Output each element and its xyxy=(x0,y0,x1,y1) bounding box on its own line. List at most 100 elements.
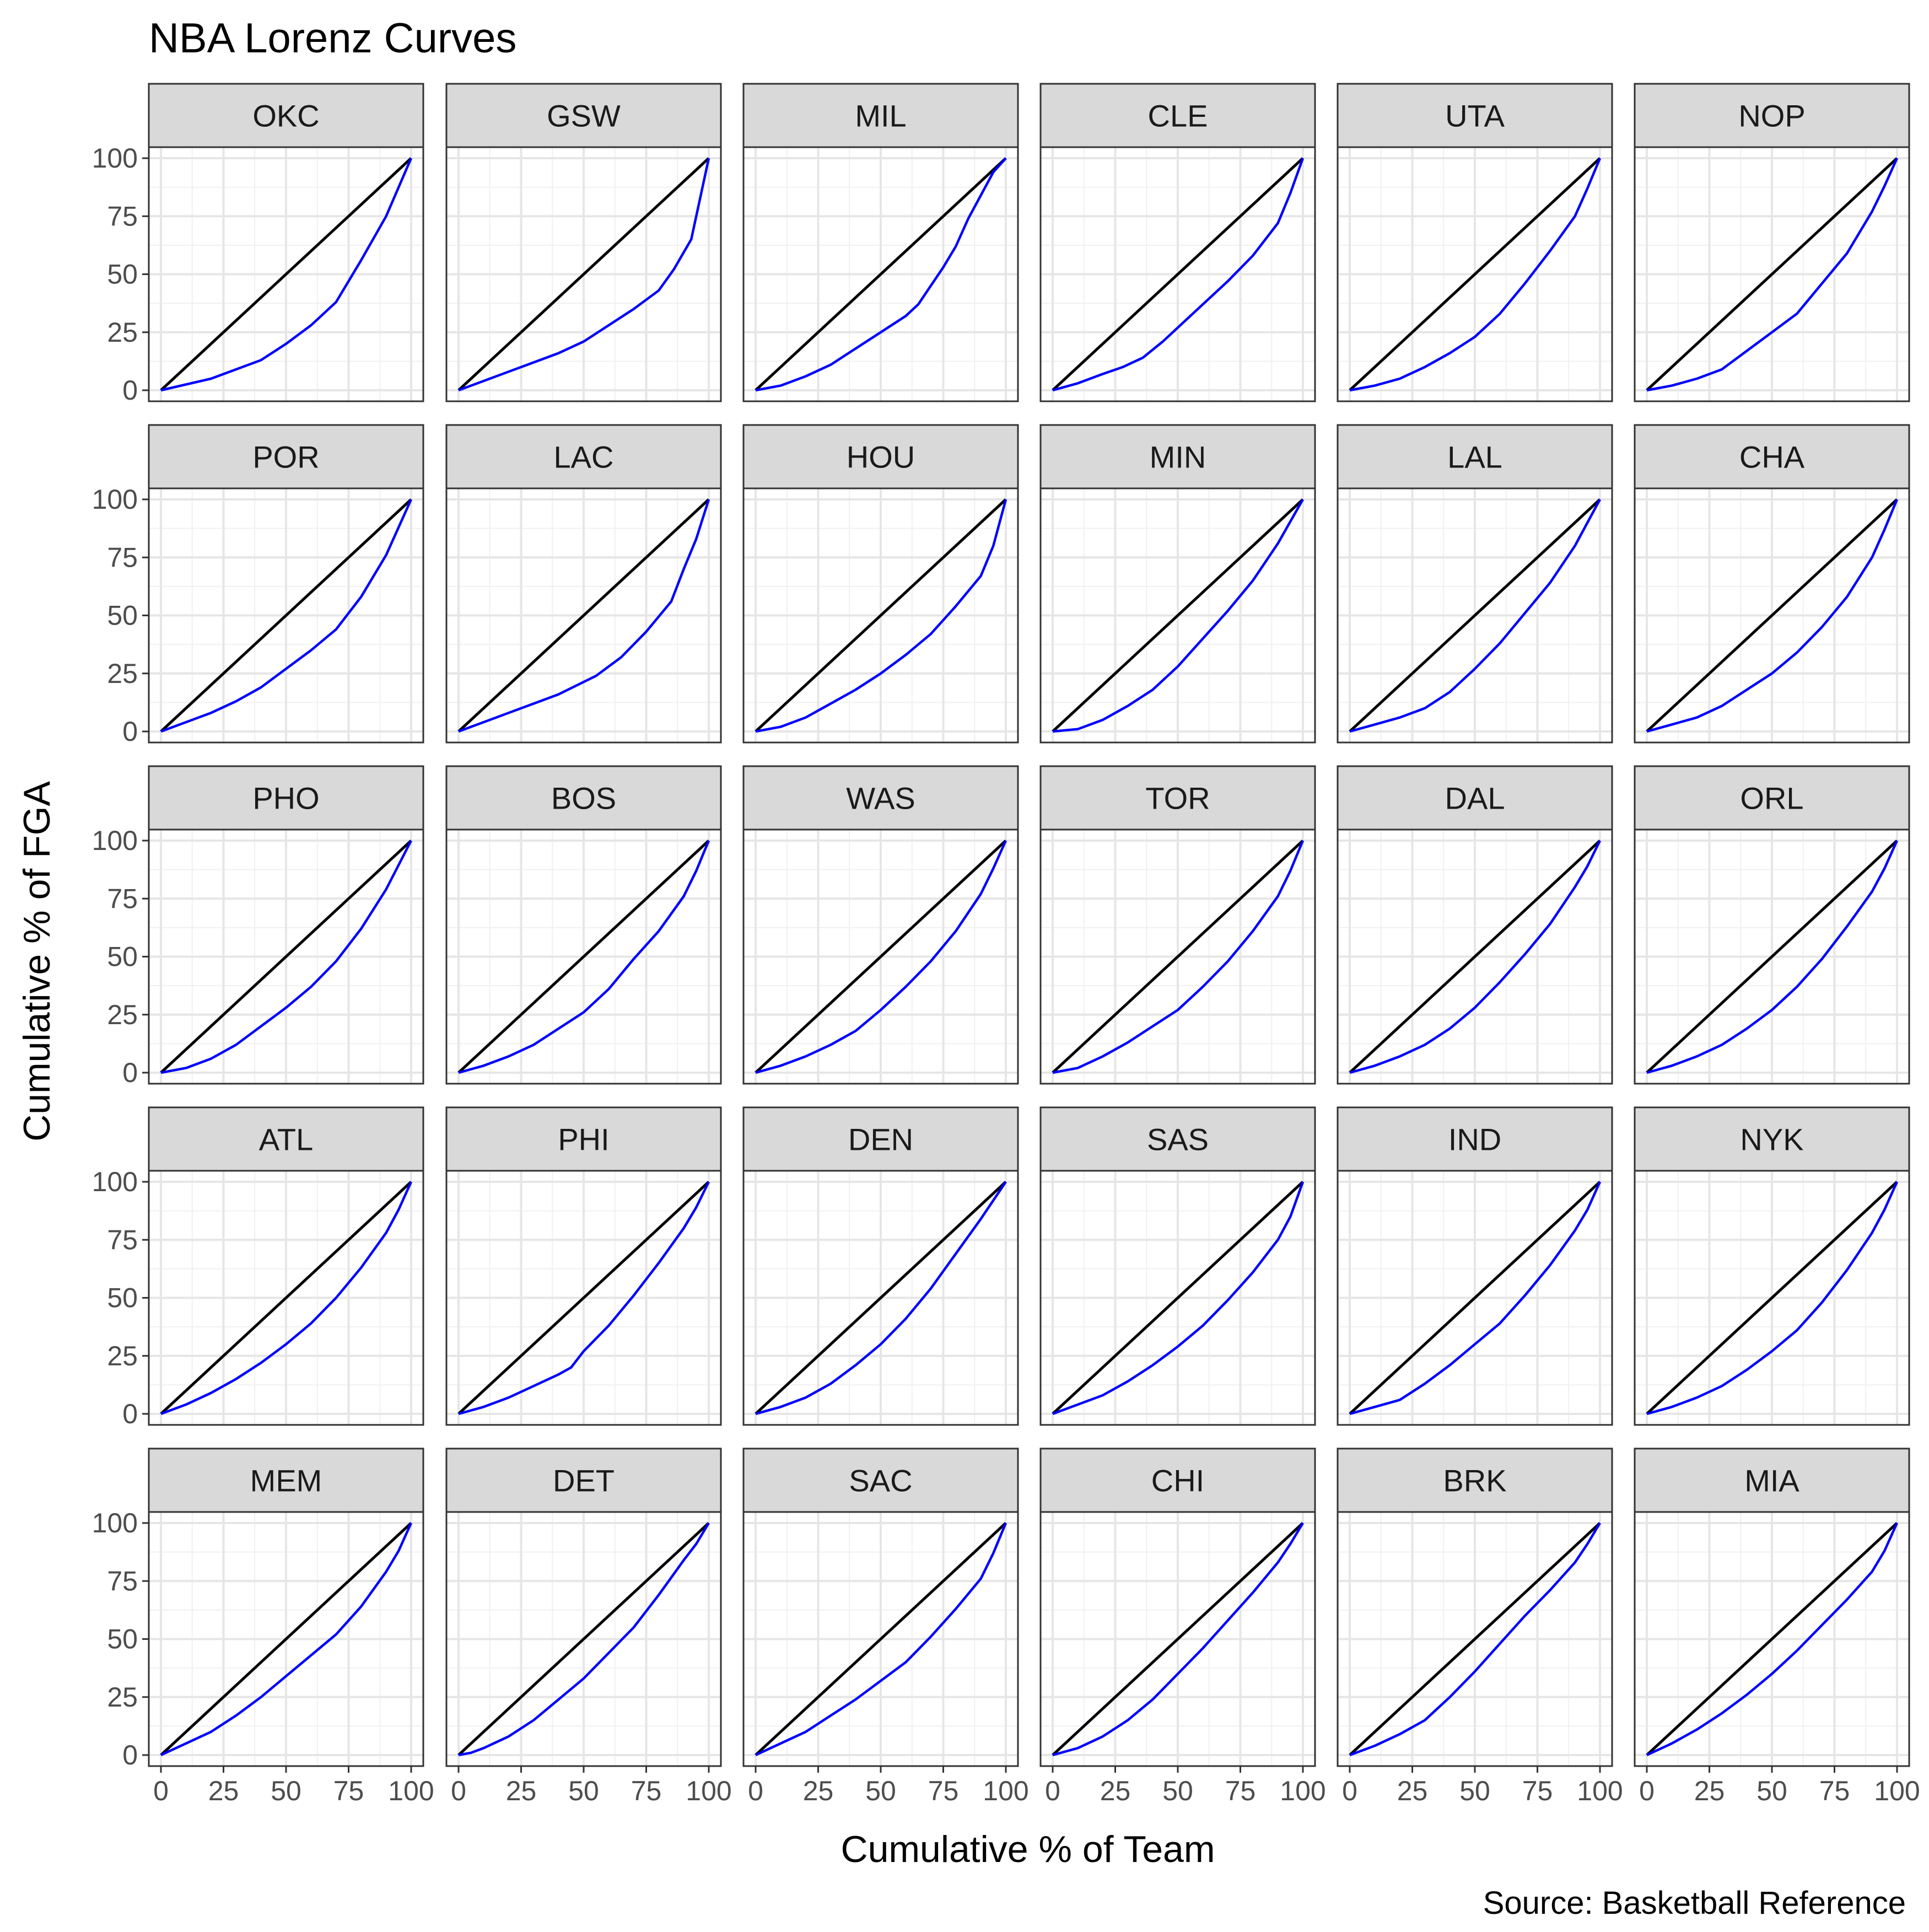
lorenz-curve-nyk xyxy=(1646,1181,1899,1416)
panel-border-sas xyxy=(1039,1170,1316,1426)
source-caption: Source: Basketball Reference xyxy=(1483,1885,1906,1921)
x-tick-label: 25 xyxy=(1397,1775,1428,1806)
lorenz-curve-bos xyxy=(458,840,710,1074)
panel-border-gsw xyxy=(445,146,722,402)
x-tick-label: 0 xyxy=(1045,1775,1060,1806)
lorenz-curve-lal xyxy=(1349,498,1601,733)
x-tick-label: 25 xyxy=(1100,1775,1131,1806)
equality-line-mem xyxy=(160,1522,412,1756)
panel-border-cha xyxy=(1634,487,1910,744)
lorenz-curve-por xyxy=(160,499,413,733)
x-tick-label: 25 xyxy=(803,1775,834,1806)
equality-line-phi xyxy=(457,1181,710,1415)
panel-gsw: GSW xyxy=(445,83,722,402)
panel-border-phi xyxy=(445,1170,722,1426)
y-tick-label: 0 xyxy=(122,716,138,747)
lorenz-curve-cha xyxy=(1646,499,1899,733)
panel-nyk: NYK xyxy=(1634,1106,1910,1426)
equality-line-mia xyxy=(1646,1522,1898,1756)
panel-atl: ATL 0 25 50 75 100 xyxy=(92,1106,424,1429)
strip-label-atl: ATL xyxy=(259,1122,314,1157)
equality-line-dal xyxy=(1349,839,1601,1074)
y-tick-label: 100 xyxy=(92,143,138,174)
y-tick-label: 100 xyxy=(92,1166,138,1197)
y-tick-label: 75 xyxy=(107,542,138,573)
y-tick-label: 25 xyxy=(107,658,138,689)
strip-por xyxy=(148,424,424,489)
strip-label-por: POR xyxy=(252,440,319,475)
y-tick-label: 25 xyxy=(107,999,138,1030)
equality-line-min xyxy=(1052,498,1304,733)
panel-border-den xyxy=(742,1170,1019,1426)
strip-label-lac: LAC xyxy=(554,440,614,475)
equality-line-pho xyxy=(160,839,412,1074)
equality-line-sac xyxy=(755,1522,1007,1756)
equality-line-atl xyxy=(160,1181,412,1415)
panel-uta: UTA xyxy=(1337,83,1613,402)
panel-border-min xyxy=(1039,487,1316,744)
panel-was: WAS xyxy=(742,765,1019,1085)
panel-border-orl xyxy=(1634,828,1910,1085)
x-tick-label: 75 xyxy=(1225,1775,1256,1806)
equality-line-was xyxy=(755,839,1007,1074)
x-tick-label: 0 xyxy=(1639,1775,1655,1806)
x-tick-label: 100 xyxy=(1577,1775,1623,1806)
panel-cle: CLE xyxy=(1039,83,1316,402)
equality-line-lac xyxy=(457,498,710,733)
panel-mil: MIL xyxy=(742,83,1019,402)
panel-sac: SAC 0 25 50 75 100 xyxy=(742,1447,1029,1806)
y-tick-label: 25 xyxy=(107,1341,138,1371)
strip-label-det: DET xyxy=(553,1463,615,1498)
panel-border-dal xyxy=(1337,828,1613,1085)
x-tick-label: 100 xyxy=(983,1775,1028,1806)
lorenz-curve-brk xyxy=(1349,1522,1601,1757)
panel-chi: CHI 0 25 50 75 100 xyxy=(1039,1447,1326,1806)
lorenz-curve-mem xyxy=(160,1522,413,1757)
x-tick-label: 100 xyxy=(388,1775,434,1806)
lorenz-curve-orl xyxy=(1646,840,1899,1074)
strip-atl xyxy=(148,1106,424,1172)
lorenz-curve-cle xyxy=(1052,158,1305,392)
strip-mem xyxy=(148,1447,424,1513)
y-tick-label: 50 xyxy=(107,259,138,290)
lorenz-curve-atl xyxy=(160,1181,413,1416)
panel-border-lac xyxy=(445,487,722,744)
equality-line-brk xyxy=(1349,1522,1601,1756)
panel-tor: TOR xyxy=(1039,765,1316,1085)
x-tick-label: 75 xyxy=(1819,1775,1850,1806)
x-tick-label: 0 xyxy=(748,1775,763,1806)
y-tick-label: 100 xyxy=(92,484,138,515)
x-tick-label: 0 xyxy=(451,1775,466,1806)
strip-hou xyxy=(742,424,1019,489)
strip-tor xyxy=(1039,765,1316,831)
strip-label-bos: BOS xyxy=(551,781,616,816)
equality-line-hou xyxy=(755,498,1007,733)
strip-ind xyxy=(1337,1106,1613,1172)
lorenz-curve-dal xyxy=(1349,840,1602,1074)
panel-hou: HOU xyxy=(742,424,1019,744)
y-tick-label: 75 xyxy=(107,1565,138,1596)
strip-label-hou: HOU xyxy=(847,440,915,475)
panel-border-tor xyxy=(1039,828,1316,1085)
y-tick-label: 0 xyxy=(122,1740,138,1770)
panel-lac: LAC xyxy=(445,424,722,744)
strip-was xyxy=(742,765,1019,831)
strip-label-nop: NOP xyxy=(1738,99,1805,133)
x-tick-label: 75 xyxy=(631,1775,662,1806)
strip-label-was: WAS xyxy=(846,781,915,816)
lorenz-curve-mil xyxy=(755,157,1007,392)
x-tick-label: 50 xyxy=(568,1775,599,1806)
panel-det: DET 0 25 50 75 100 xyxy=(445,1447,732,1806)
lorenz-curve-sas xyxy=(1052,1181,1305,1416)
x-tick-label: 25 xyxy=(506,1775,537,1806)
panel-cha: CHA xyxy=(1634,424,1910,744)
chart-title: NBA Lorenz Curves xyxy=(149,15,516,62)
x-tick-label: 50 xyxy=(1162,1775,1193,1806)
x-tick-label: 50 xyxy=(1459,1775,1490,1806)
strip-det xyxy=(445,1447,722,1513)
equality-line-det xyxy=(457,1522,710,1756)
equality-line-bos xyxy=(457,839,710,1074)
strip-label-cha: CHA xyxy=(1739,440,1805,475)
equality-line-gsw xyxy=(457,157,710,391)
panel-okc: OKC 0 25 50 75 100 xyxy=(92,83,424,406)
